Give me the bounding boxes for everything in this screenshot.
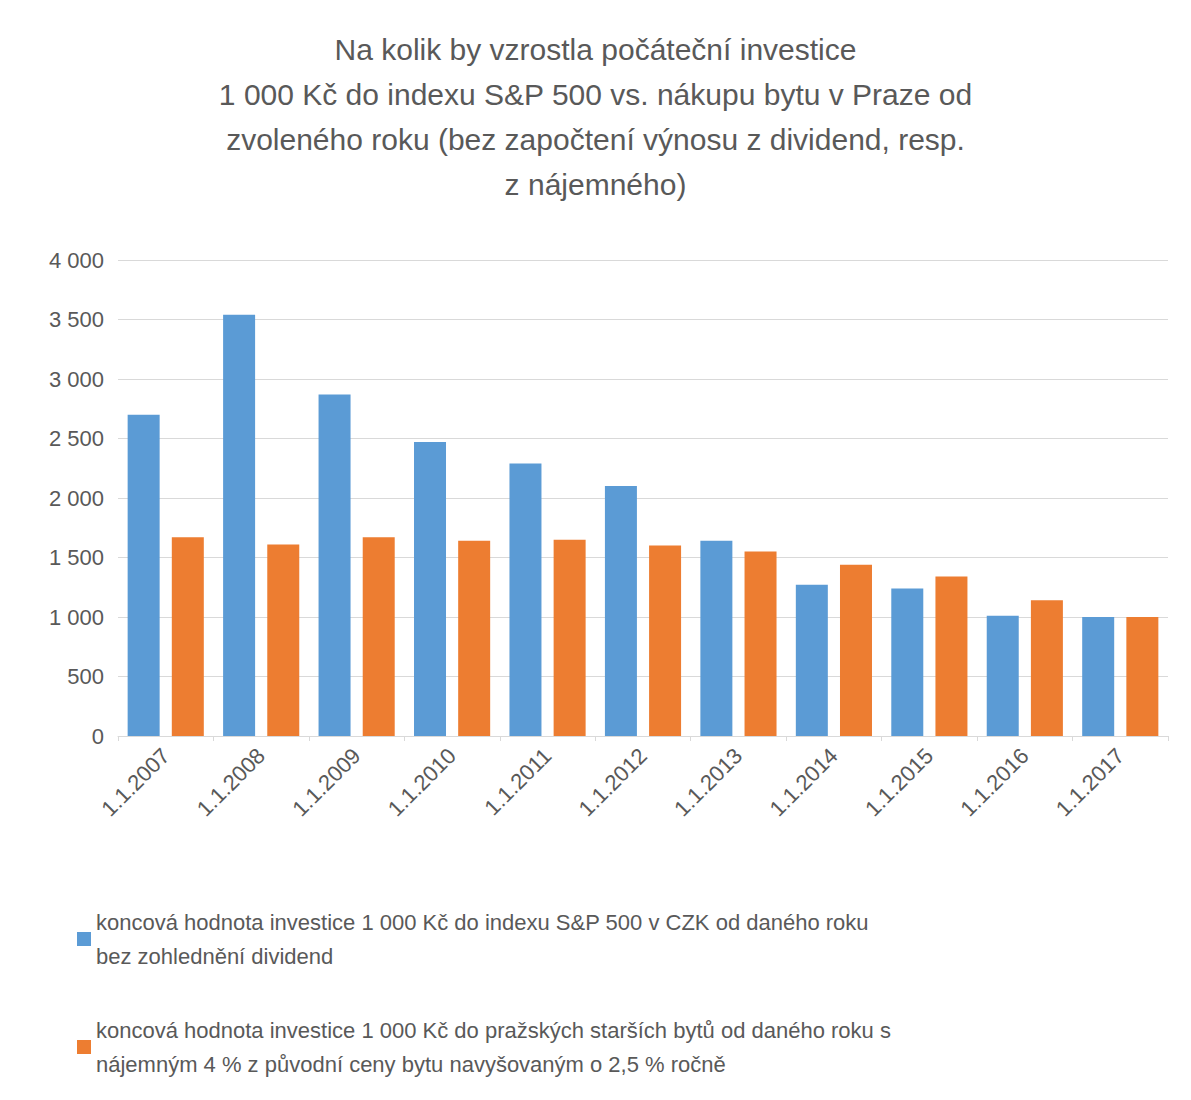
svg-text:zvoleného roku (bez započtení: zvoleného roku (bez započtení výnosu z d… [226, 123, 965, 156]
svg-text:4 000: 4 000 [49, 248, 104, 273]
svg-text:koncová hodnota investice 1 00: koncová hodnota investice 1 000 Kč do pr… [96, 1018, 891, 1043]
svg-text:1.1.2015: 1.1.2015 [860, 743, 938, 821]
svg-text:1.1.2010: 1.1.2010 [383, 743, 461, 821]
svg-text:1.1.2008: 1.1.2008 [192, 743, 270, 821]
svg-text:1.1.2007: 1.1.2007 [96, 743, 174, 821]
svg-text:1 000: 1 000 [49, 605, 104, 630]
svg-text:1.1.2014: 1.1.2014 [765, 743, 843, 821]
svg-text:1.1.2013: 1.1.2013 [669, 743, 747, 821]
svg-text:koncová hodnota investice 1 00: koncová hodnota investice 1 000 Kč do in… [96, 910, 869, 935]
svg-text:1.1.2016: 1.1.2016 [955, 743, 1033, 821]
svg-text:500: 500 [67, 664, 104, 689]
svg-text:nájemným 4 % z původní ceny by: nájemným 4 % z původní ceny bytu navyšov… [96, 1052, 726, 1077]
svg-text:1.1.2011: 1.1.2011 [479, 743, 556, 820]
svg-text:3 500: 3 500 [49, 307, 104, 332]
svg-text:1 500: 1 500 [49, 545, 104, 570]
svg-text:0: 0 [92, 724, 104, 749]
svg-text:1.1.2017: 1.1.2017 [1051, 743, 1129, 821]
svg-text:2 500: 2 500 [49, 426, 104, 451]
svg-text:3 000: 3 000 [49, 367, 104, 392]
svg-text:1.1.2012: 1.1.2012 [574, 743, 652, 821]
svg-text:Na kolik by vzrostla počáteční: Na kolik by vzrostla počáteční investice [335, 33, 857, 66]
svg-text:1 000 Kč do indexu S&P 500 vs.: 1 000 Kč do indexu S&P 500 vs. nákupu by… [219, 78, 972, 111]
svg-text:1.1.2009: 1.1.2009 [287, 743, 365, 821]
svg-text:bez zohlednění dividend: bez zohlednění dividend [96, 944, 333, 969]
svg-text:2 000: 2 000 [49, 486, 104, 511]
svg-text:z nájemného): z nájemného) [505, 168, 687, 201]
